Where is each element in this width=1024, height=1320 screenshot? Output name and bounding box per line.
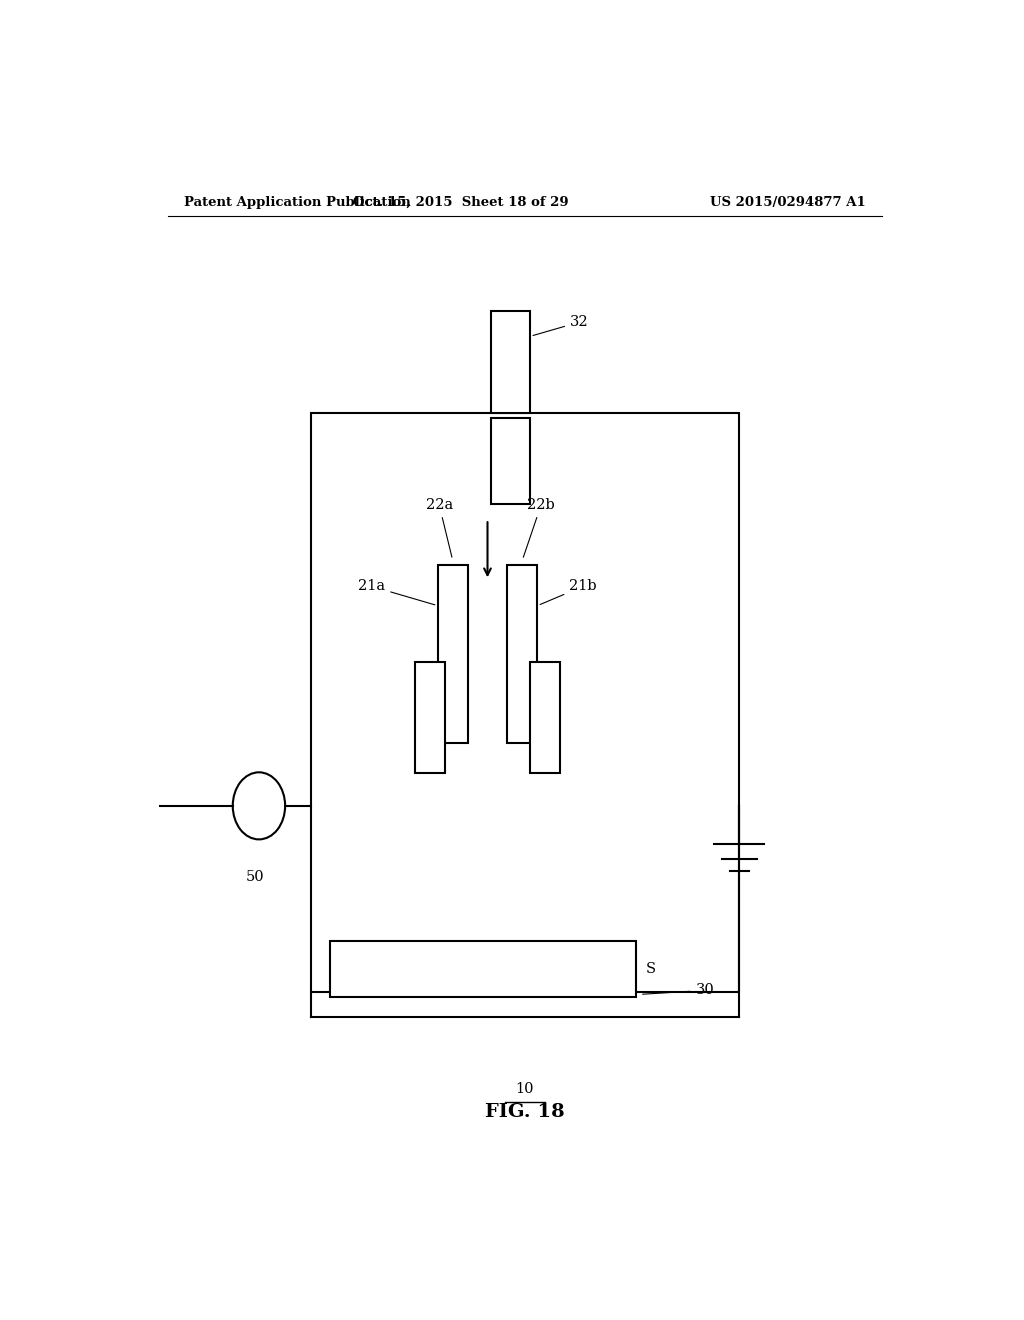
Bar	[490, 312, 530, 412]
Text: 30: 30	[643, 983, 714, 998]
Text: 10: 10	[515, 1082, 535, 1097]
Bar	[416, 661, 445, 774]
Text: Patent Application Publication: Patent Application Publication	[183, 195, 411, 209]
Bar	[490, 417, 530, 504]
Bar	[331, 941, 636, 997]
Bar	[529, 661, 560, 774]
Bar	[310, 413, 739, 991]
Text: 22a: 22a	[426, 498, 453, 557]
Text: 21b: 21b	[540, 579, 597, 605]
Text: US 2015/0294877 A1: US 2015/0294877 A1	[711, 195, 866, 209]
Text: 21a: 21a	[358, 579, 435, 605]
Text: FIG. 18: FIG. 18	[485, 1102, 564, 1121]
Text: 50: 50	[246, 870, 264, 884]
Text: Oct. 15, 2015  Sheet 18 of 29: Oct. 15, 2015 Sheet 18 of 29	[353, 195, 569, 209]
Text: S: S	[645, 962, 655, 975]
Text: 22b: 22b	[523, 498, 555, 557]
Bar	[437, 565, 468, 743]
Bar	[507, 565, 538, 743]
Text: 32: 32	[534, 315, 589, 335]
Circle shape	[232, 772, 285, 840]
